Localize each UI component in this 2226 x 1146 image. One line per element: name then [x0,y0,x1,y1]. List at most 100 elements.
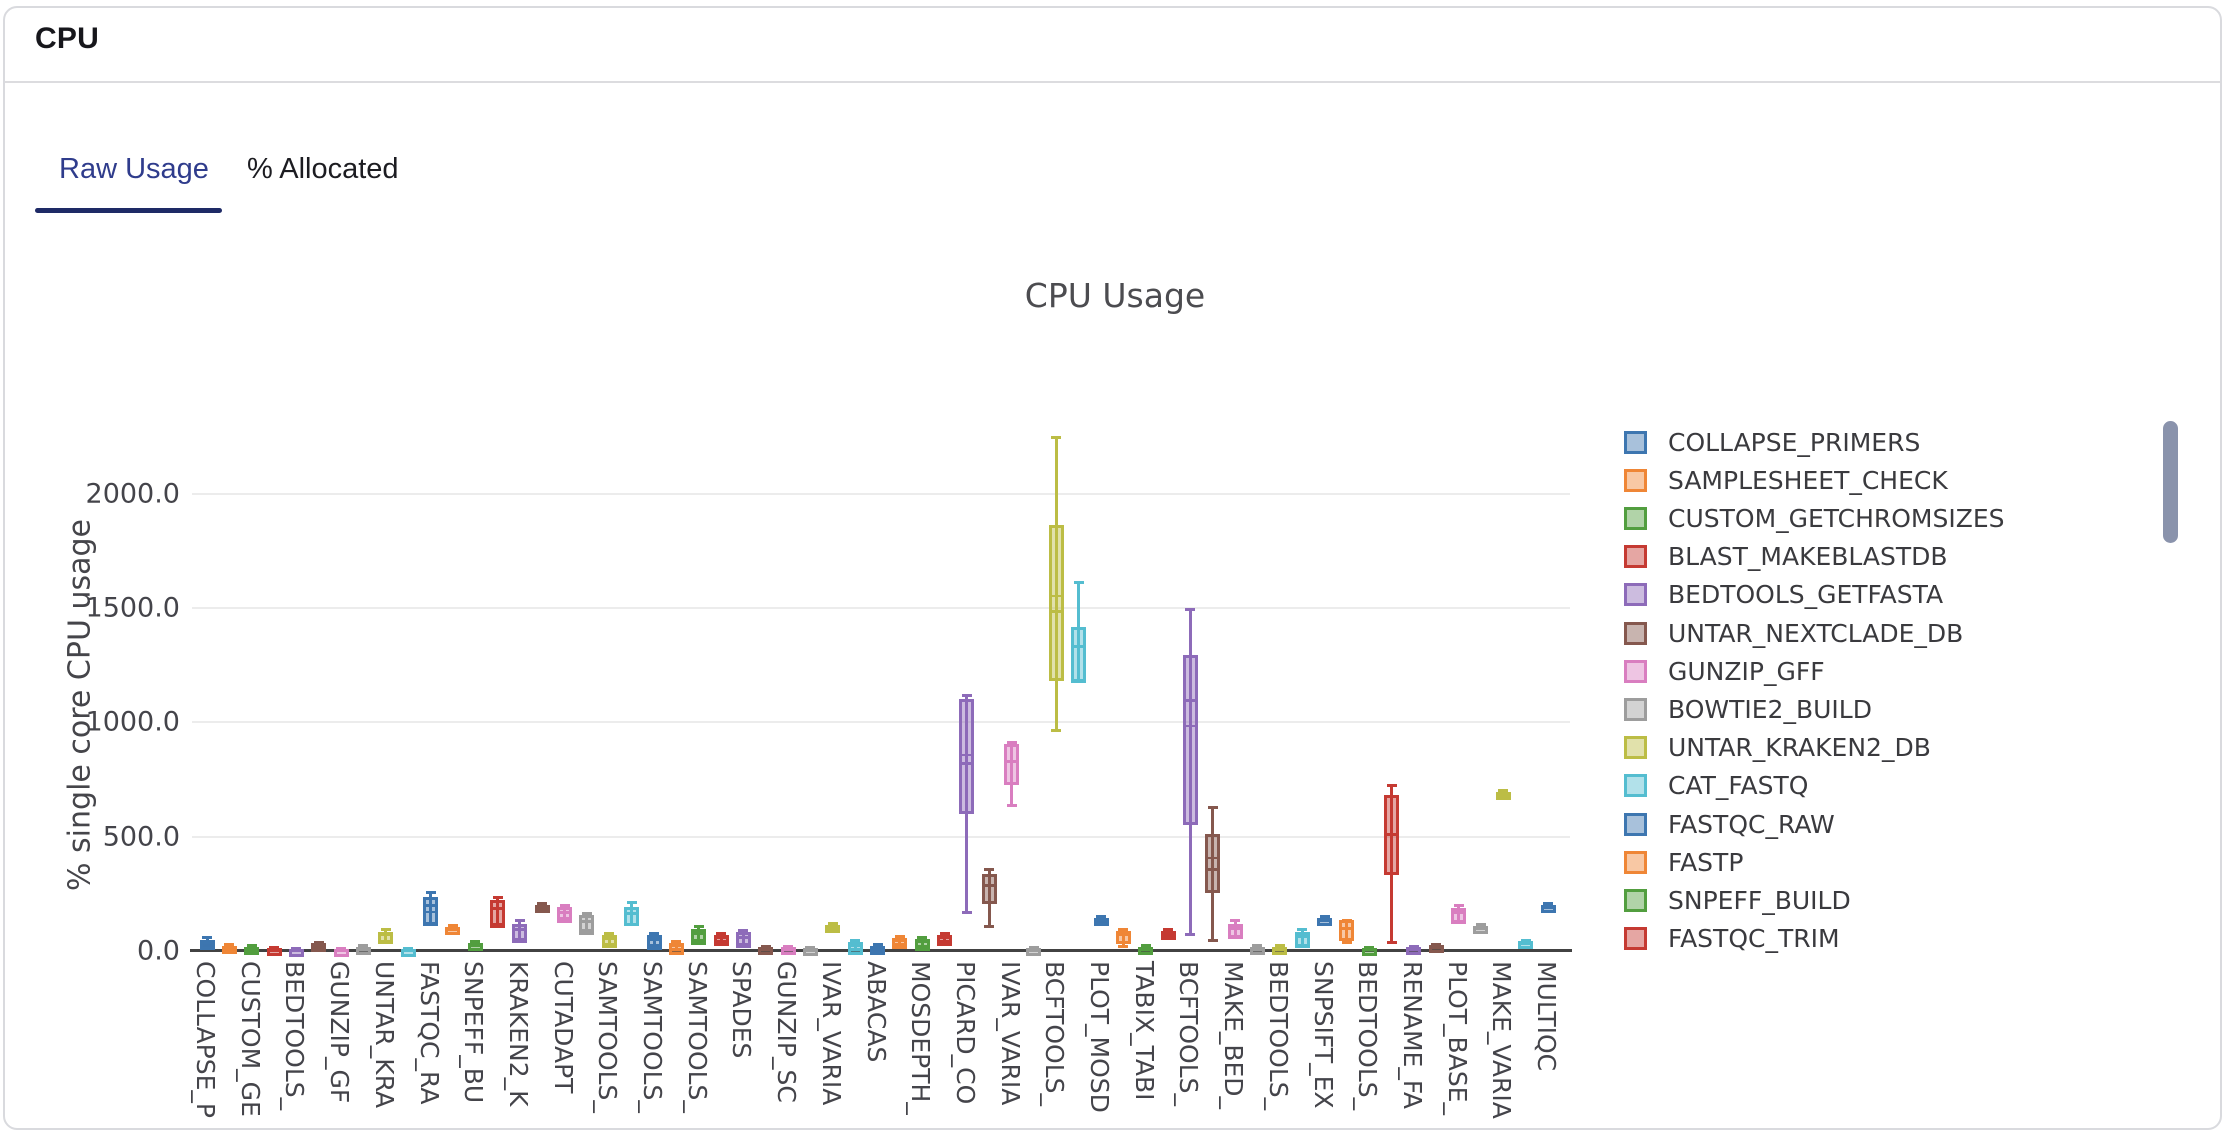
box-iqr [1182,655,1198,826]
legend-item-untar_kraken2_db[interactable]: UNTAR_KRAKEN2_DB [1624,729,1931,767]
xtick-label: PICARD_CO [950,961,980,1105]
gridline [192,835,1570,838]
legend-scrollbar-thumb[interactable] [2163,421,2178,543]
xtick-label: IVAR_VARIA [816,961,846,1106]
legend-item-custom_getchromsizes[interactable]: CUSTOM_GETCHROMSIZES [1624,499,2005,537]
whisker-cap-bottom [961,910,972,914]
median-line [1163,931,1173,935]
legend-swatch-icon [1624,774,1647,798]
median-line [694,932,704,936]
xtick-label: GUNZIP_GF [325,961,355,1104]
whisker-cap-top [1475,923,1486,927]
whisker-cap-bottom [872,948,883,952]
whisker-cap-bottom [470,944,481,948]
median-line [805,947,815,951]
box-iqr [624,907,640,927]
xtick-label: MAKE_BED_ [1219,961,1249,1110]
median-line [493,907,503,911]
whisker-cap-bottom [559,917,570,921]
whisker-line [1054,437,1058,731]
card-header: CPU [5,8,2220,83]
legend-swatch-icon [1624,545,1647,569]
legend-swatch-icon [1624,812,1647,836]
box-iqr [1294,931,1310,948]
legend-swatch-icon [1624,927,1647,951]
legend-item-snpeff_build[interactable]: SNPEFF_BUILD [1624,881,1851,919]
mean-line [1185,724,1195,727]
xtick-label: PLOT_BASE_ [1442,961,1472,1115]
legend-item-fastqc_raw[interactable]: FASTQC_RAW [1624,805,1835,843]
whisker-cap-bottom [492,923,503,927]
median-line [716,936,726,940]
xtick-label: SNPSIFT_EX [1308,961,1338,1109]
legend-item-bedtools_getfasta[interactable]: BEDTOOLS_GETFASTA [1624,576,1943,614]
median-line [314,943,324,947]
chart-title: CPU Usage [1024,276,1206,315]
xtick-label: BEDTOOLS_ [1353,961,1383,1111]
xtick-label: MOSDEPTH_ [906,961,936,1115]
legend-swatch-icon [1624,583,1647,607]
legend-item-untar_nextclade_db[interactable]: UNTAR_NEXTCLADE_DB [1624,614,1963,652]
whisker-cap-top [1319,914,1330,918]
median-line [761,946,771,950]
legend-label: GUNZIP_GFF [1668,656,1825,686]
mean-line [426,911,435,914]
xtick-label: ABACAS [861,961,891,1063]
box-iqr [1048,525,1064,682]
legend-label: CAT_FASTQ [1668,771,1809,801]
legend-item-collapse_primers[interactable]: COLLAPSE_PRIMERS [1624,423,1920,461]
whisker-cap-bottom [649,943,659,947]
median-line [604,936,614,940]
median-line [1476,925,1486,929]
median-line [738,935,748,939]
whisker-cap-top [1096,914,1106,918]
legend-swatch-icon [1624,888,1647,912]
whisker-cap-bottom [1096,919,1106,923]
mean-line [962,754,972,757]
box-iqr [1451,907,1467,924]
cpu-card: CPU Raw Usage % Allocated CPU Usage % si… [3,6,2222,1130]
legend-label: BOWTIE2_BUILD [1668,694,1872,724]
whisker-cap-top [492,895,503,899]
legend-swatch-icon [1624,506,1647,530]
xtick-label: SAMTOOLS_ [638,961,667,1113]
legend-item-gunzip_gff[interactable]: GUNZIP_GFF [1624,652,1825,690]
median-line [671,944,681,948]
legend-item-fastp[interactable]: FASTP [1624,843,1743,881]
legend-item-samplesheet_check[interactable]: SAMPLESHEET_CHECK [1624,461,1948,499]
legend-label: BEDTOOLS_GETFASTA [1668,580,1944,610]
gridline [192,721,1570,724]
whisker-cap-bottom [894,942,905,946]
median-line [247,946,257,950]
whisker-cap-top [581,911,592,915]
plot-area [190,332,1572,958]
xtick-label: TABIX_TABI [1129,961,1159,1101]
tab-raw-usage[interactable]: Raw Usage [59,153,209,185]
legend-label: FASTP [1668,847,1744,877]
legend-swatch-icon [1624,736,1647,760]
median-line [358,946,368,950]
whisker-cap-top [850,939,861,943]
whisker-cap-top [1185,607,1196,611]
whisker-cap-bottom [1185,933,1196,937]
whisker-cap-top [1006,740,1017,744]
median-line [984,883,994,887]
box-iqr [1205,834,1221,893]
whisker-cap-bottom [984,925,995,929]
legend-item-fastqc_trim[interactable]: FASTQC_TRIM [1624,920,1840,958]
median-line [783,946,793,950]
whisker-cap-bottom [1207,938,1218,942]
legend-item-blast_makeblastdb[interactable]: BLAST_MAKEBLASTDB [1624,538,1948,576]
whisker-cap-bottom [1498,793,1509,797]
tab-percent-allocated[interactable]: % Allocated [247,153,399,185]
median-line [1118,933,1128,937]
whisker-cap-top [425,890,436,894]
ytick-label: 1500.0 [85,592,180,624]
legend-item-cat_fastq[interactable]: CAT_FASTQ [1624,767,1808,805]
median-line [582,920,592,924]
legend-item-bowtie2_build[interactable]: BOWTIE2_BUILD [1624,690,1872,728]
box-iqr [579,915,595,935]
gridline [192,492,1570,495]
whisker-cap-bottom [581,928,592,932]
whisker-cap-top [917,935,928,939]
